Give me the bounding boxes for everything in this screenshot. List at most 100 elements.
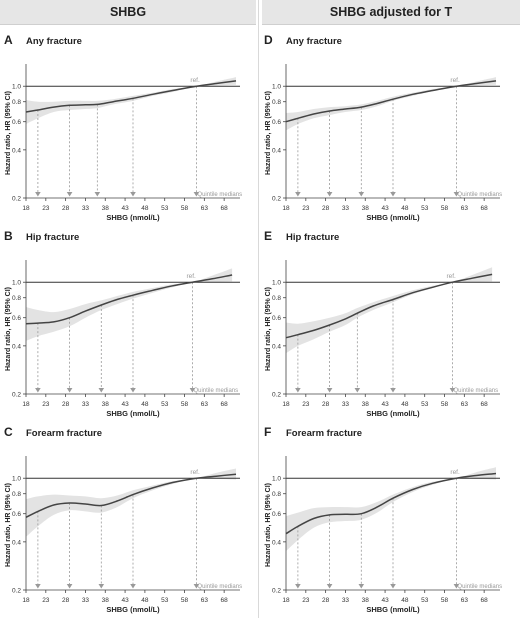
x-tick-label: 63 bbox=[461, 597, 469, 604]
x-tick-label: 68 bbox=[221, 401, 229, 408]
x-tick-label: 63 bbox=[461, 205, 469, 212]
y-axis-label: Hazard ratio, HR (95% CI) bbox=[265, 91, 272, 175]
confidence-band bbox=[26, 77, 236, 125]
x-tick-label: 18 bbox=[22, 205, 30, 212]
chart-panel-d: D Any fracture 0.2 0.4 0.6 0.8 1.0 18 23 28 33 38 43… bbox=[264, 33, 502, 222]
quintile-medians-label: Quintile medians bbox=[453, 388, 498, 394]
x-tick-label: 23 bbox=[42, 401, 50, 408]
x-tick-label: 38 bbox=[102, 401, 110, 408]
y-tick-label: 1.0 bbox=[12, 84, 21, 91]
x-tick-label: 68 bbox=[481, 205, 489, 212]
x-tick-label: 33 bbox=[342, 597, 350, 604]
quintile-medians-label: Quintile medians bbox=[457, 584, 502, 590]
panel-title: Any fracture bbox=[26, 36, 82, 47]
quintile-median-marker bbox=[390, 192, 396, 197]
panel-letter: C bbox=[4, 425, 13, 439]
chart-panel-b: B Hip fracture 0.2 0.4 0.6 0.8 1.0 18 23 28 33 38 43… bbox=[4, 229, 240, 418]
quintile-median-marker bbox=[390, 388, 396, 393]
y-tick-label: 0.2 bbox=[272, 392, 281, 399]
y-tick-label: 0.4 bbox=[272, 343, 281, 350]
panel-title: Forearm fracture bbox=[286, 428, 362, 439]
chart-panel-e: E Hip fracture 0.2 0.4 0.6 0.8 1.0 18 23 28 33 38 43… bbox=[264, 229, 500, 418]
y-axis-label: Hazard ratio, HR (95% CI) bbox=[5, 91, 12, 175]
x-tick-label: 63 bbox=[201, 401, 209, 408]
quintile-median-marker bbox=[326, 388, 333, 393]
y-tick-label: 1.0 bbox=[12, 280, 21, 287]
quintile-median-marker bbox=[453, 584, 460, 589]
y-tick-label: 0.6 bbox=[12, 315, 21, 322]
quintile-median-marker bbox=[193, 192, 200, 197]
column-divider bbox=[258, 0, 259, 618]
reference-label: ref. bbox=[450, 77, 460, 84]
y-tick-label: 0.8 bbox=[12, 99, 21, 106]
reference-label: ref. bbox=[190, 77, 200, 84]
x-tick-label: 33 bbox=[342, 205, 350, 212]
x-tick-label: 48 bbox=[401, 401, 409, 408]
confidence-band bbox=[286, 467, 496, 552]
reference-label: ref. bbox=[186, 273, 196, 280]
y-axis-label: Hazard ratio, HR (95% CI) bbox=[265, 287, 272, 371]
chart-panel-a: A Any fracture 0.2 0.4 0.6 0.8 1.0 18 23 28 33 38 43… bbox=[4, 33, 242, 222]
quintile-median-marker bbox=[130, 584, 136, 589]
quintile-median-marker bbox=[35, 192, 41, 197]
x-tick-label: 53 bbox=[421, 597, 429, 604]
x-tick-label: 58 bbox=[181, 401, 189, 408]
x-tick-label: 38 bbox=[102, 597, 110, 604]
y-axis-label: Hazard ratio, HR (95% CI) bbox=[5, 287, 12, 371]
x-tick-label: 68 bbox=[481, 401, 489, 408]
panel-title: Hip fracture bbox=[26, 232, 79, 243]
y-tick-label: 1.0 bbox=[12, 476, 21, 483]
y-tick-label: 0.4 bbox=[12, 539, 21, 546]
y-tick-label: 0.8 bbox=[12, 295, 21, 302]
reference-label: ref. bbox=[190, 469, 200, 476]
x-tick-label: 63 bbox=[201, 205, 209, 212]
y-axis-label: Hazard ratio, HR (95% CI) bbox=[5, 483, 12, 567]
x-tick-label: 28 bbox=[62, 401, 70, 408]
quintile-median-marker bbox=[326, 584, 333, 589]
x-axis-label: SHBG (nmol/L) bbox=[366, 213, 420, 222]
x-tick-label: 63 bbox=[201, 597, 209, 604]
y-tick-label: 0.4 bbox=[12, 343, 21, 350]
quintile-medians-label: Quintile medians bbox=[197, 192, 242, 198]
y-tick-label: 0.2 bbox=[12, 196, 21, 203]
panel-letter: E bbox=[264, 229, 272, 243]
y-tick-label: 0.8 bbox=[272, 99, 281, 106]
x-tick-label: 48 bbox=[141, 401, 149, 408]
x-tick-label: 23 bbox=[302, 401, 310, 408]
y-tick-label: 0.6 bbox=[272, 119, 281, 126]
reference-label: ref. bbox=[450, 469, 460, 476]
quintile-median-marker bbox=[358, 192, 365, 197]
x-tick-label: 68 bbox=[221, 205, 229, 212]
x-tick-label: 43 bbox=[381, 597, 389, 604]
y-tick-label: 0.6 bbox=[12, 119, 21, 126]
panel-title: Any fracture bbox=[286, 36, 342, 47]
x-tick-label: 48 bbox=[401, 205, 409, 212]
y-tick-label: 0.8 bbox=[272, 491, 281, 498]
y-tick-label: 0.2 bbox=[12, 392, 21, 399]
x-tick-label: 53 bbox=[421, 205, 429, 212]
x-tick-label: 58 bbox=[441, 401, 449, 408]
quintile-median-marker bbox=[193, 584, 200, 589]
y-tick-label: 0.6 bbox=[272, 511, 281, 518]
hazard-ratio-curve bbox=[25, 274, 233, 325]
y-tick-label: 1.0 bbox=[272, 280, 281, 287]
x-tick-label: 43 bbox=[381, 205, 389, 212]
y-tick-label: 0.4 bbox=[272, 539, 281, 546]
x-tick-label: 43 bbox=[381, 401, 389, 408]
x-axis-label: SHBG (nmol/L) bbox=[366, 605, 420, 614]
x-tick-label: 28 bbox=[62, 597, 70, 604]
x-tick-label: 53 bbox=[421, 401, 429, 408]
x-tick-label: 63 bbox=[461, 401, 469, 408]
x-tick-label: 23 bbox=[302, 597, 310, 604]
x-tick-label: 33 bbox=[82, 205, 90, 212]
confidence-band bbox=[286, 267, 493, 354]
x-tick-label: 18 bbox=[22, 401, 30, 408]
quintile-median-marker bbox=[295, 192, 301, 197]
header-shbg-adjusted: SHBG adjusted for T bbox=[262, 0, 520, 25]
quintile-median-marker bbox=[130, 388, 136, 393]
x-tick-label: 53 bbox=[161, 597, 169, 604]
x-tick-label: 43 bbox=[121, 205, 129, 212]
x-tick-label: 33 bbox=[82, 597, 90, 604]
y-tick-label: 0.4 bbox=[12, 147, 21, 154]
x-tick-label: 38 bbox=[362, 401, 370, 408]
